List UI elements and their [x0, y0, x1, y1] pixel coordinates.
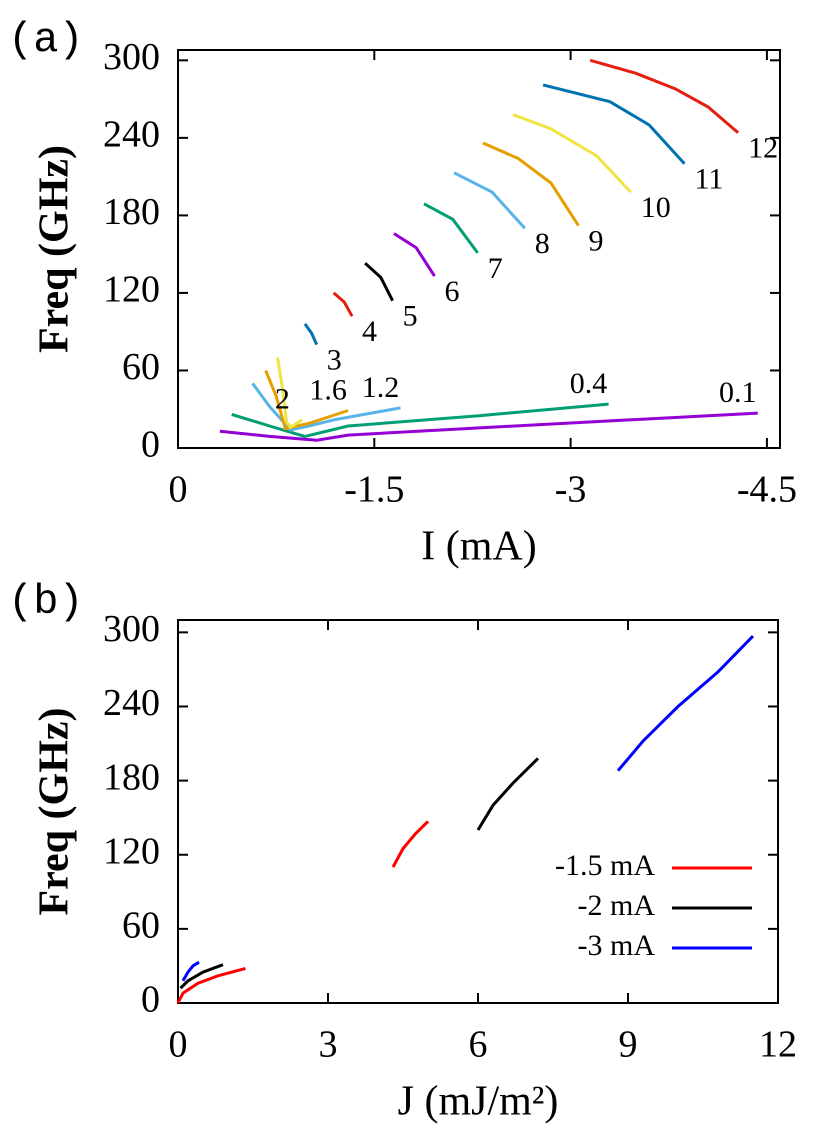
series-line: [364, 262, 394, 302]
series-line: [393, 232, 436, 277]
legend-label: -3 mA: [578, 929, 656, 962]
series-line: [423, 202, 479, 254]
curve-label: 12: [748, 132, 778, 165]
series-line: [181, 635, 755, 982]
y-tick-label: 0: [141, 979, 160, 1021]
series-line: [482, 141, 580, 227]
series-line: [264, 369, 349, 431]
series-line: [542, 83, 686, 165]
curve-label: 2: [275, 382, 290, 415]
series-line: [251, 382, 401, 432]
curve-label: 4: [362, 315, 377, 348]
curve-label: 8: [535, 227, 550, 260]
y-tick-label: 120: [103, 830, 160, 872]
y-tick-label: 60: [122, 905, 160, 947]
series-line: [219, 411, 758, 442]
x-axis-label: I (mA): [421, 524, 536, 570]
curve-label: 1.2: [362, 371, 400, 404]
series-line: [276, 357, 304, 430]
series-line: [179, 757, 540, 990]
y-tick-label: 300: [103, 36, 160, 78]
x-tick-label: -1.5: [344, 469, 404, 511]
x-tick-label: -3: [555, 469, 587, 511]
x-tick-label: 12: [759, 1024, 797, 1066]
x-tick-label: 9: [619, 1024, 638, 1066]
series-line: [176, 820, 430, 1004]
y-tick-label: 240: [103, 682, 160, 724]
panel-label: (a): [8, 16, 84, 64]
x-tick-label: 0: [169, 469, 188, 511]
y-axis-label: Freq (GHz): [32, 708, 78, 916]
plot-frame: [177, 619, 779, 1004]
x-axis-label: J (mJ/m²): [398, 1079, 559, 1125]
series-line: [512, 113, 632, 194]
x-tick-label: -4.5: [737, 469, 797, 511]
y-tick-label: 300: [103, 608, 160, 650]
series-line: [303, 323, 319, 346]
panel-label: (b): [8, 578, 84, 626]
y-tick-label: 120: [103, 269, 160, 311]
series-line: [231, 402, 609, 438]
plot-frame: [177, 49, 781, 449]
y-tick-label: 60: [122, 346, 160, 388]
legend-label: -2 mA: [578, 889, 656, 922]
curve-label: 6: [445, 275, 460, 308]
curve-label: 5: [403, 300, 418, 333]
curve-label: 7: [488, 252, 503, 285]
series-line: [589, 58, 740, 134]
x-tick-label: 0: [169, 1024, 188, 1066]
y-axis-label: Freq (GHz): [32, 145, 78, 353]
x-tick-label: 6: [469, 1024, 488, 1066]
curve-label: 11: [694, 163, 723, 196]
series-line: [453, 171, 526, 230]
y-tick-label: 0: [141, 424, 160, 466]
y-tick-label: 240: [103, 114, 160, 156]
curve-label: 9: [588, 225, 603, 258]
series-line: [332, 291, 354, 317]
curve-label: 3: [327, 344, 342, 377]
curve-label: 1.6: [309, 373, 347, 406]
curve-label: 0.4: [570, 367, 608, 400]
x-tick-label: 3: [319, 1024, 338, 1066]
curve-label: 0.1: [719, 376, 757, 409]
y-tick-label: 180: [103, 191, 160, 233]
y-tick-label: 180: [103, 756, 160, 798]
curve-label: 10: [641, 191, 671, 224]
legend-label: -1.5 mA: [555, 849, 655, 882]
